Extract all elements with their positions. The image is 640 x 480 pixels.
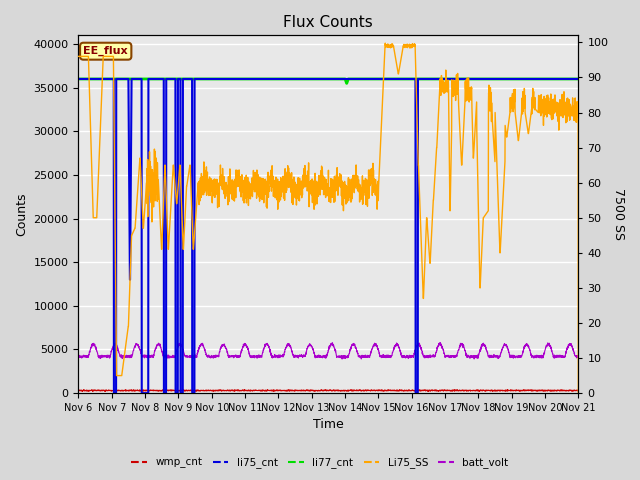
Y-axis label: Counts: Counts: [15, 192, 28, 236]
Legend: wmp_cnt, li75_cnt, li77_cnt, Li75_SS, batt_volt: wmp_cnt, li75_cnt, li77_cnt, Li75_SS, ba…: [127, 453, 513, 472]
Title: Flux Counts: Flux Counts: [284, 15, 373, 30]
Text: EE_flux: EE_flux: [83, 46, 128, 56]
Y-axis label: 7500 SS: 7500 SS: [612, 188, 625, 240]
X-axis label: Time: Time: [313, 419, 344, 432]
